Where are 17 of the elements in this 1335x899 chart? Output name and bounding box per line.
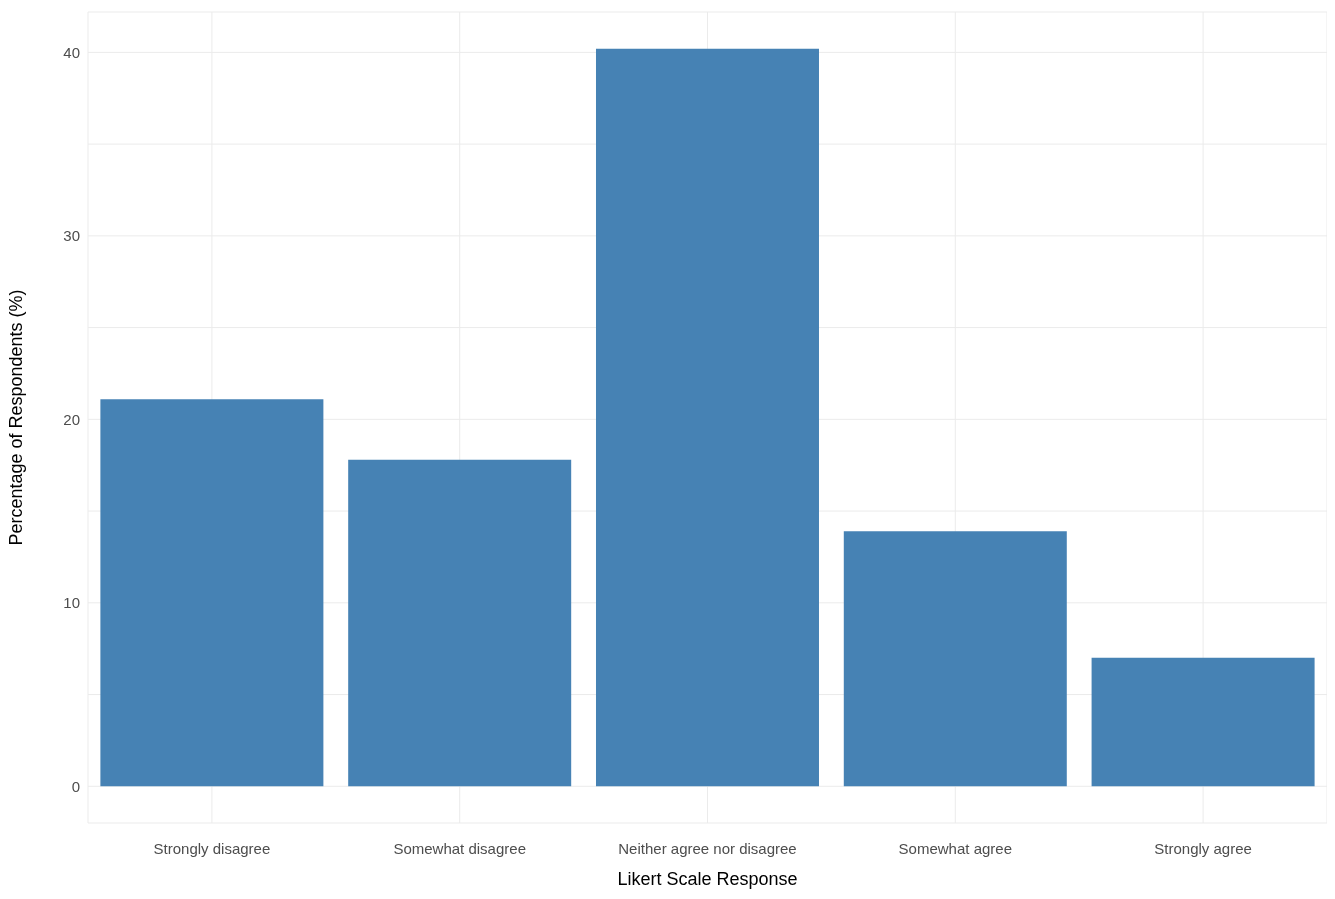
- x-axis-title: Likert Scale Response: [617, 869, 798, 889]
- bar: [100, 399, 324, 787]
- y-axis-title: Percentage of Respondents (%): [6, 289, 27, 546]
- x-tick-label: Strongly disagree: [153, 839, 271, 857]
- bar: [843, 531, 1067, 787]
- y-tick-label: 40: [63, 43, 80, 61]
- bar: [348, 459, 572, 787]
- y-tick-label: 10: [63, 594, 80, 612]
- y-tick-label: 20: [63, 410, 80, 428]
- y-tick-label: 30: [63, 227, 80, 245]
- x-tick-label: Strongly agree: [1154, 839, 1252, 857]
- x-tick-label: Somewhat agree: [898, 839, 1012, 857]
- bar: [1091, 657, 1315, 787]
- x-tick-label: Neither agree nor disagree: [618, 839, 797, 857]
- y-tick-label: 0: [71, 777, 80, 795]
- x-tick-label: Somewhat disagree: [393, 839, 526, 857]
- bar: [595, 48, 819, 787]
